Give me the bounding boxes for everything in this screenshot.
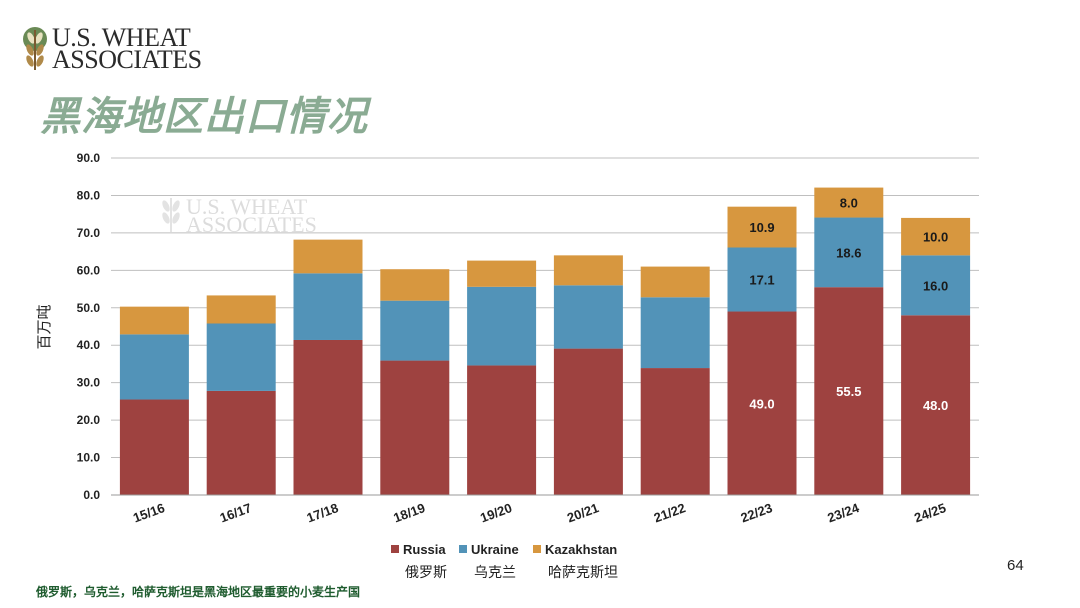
bar-segment-ukraine [553, 285, 623, 349]
data-label-ukraine: 18.6 [836, 245, 861, 260]
legend-cn-label-kazakhstan: 哈萨克斯坦 [548, 565, 618, 581]
legend-label-ukraine: Ukraine [471, 542, 519, 557]
x-tick-label: 16/17 [218, 500, 254, 525]
bar-segment-russia [380, 360, 450, 495]
y-tick-label: 20.0 [77, 413, 101, 427]
bar-segment-kazakhstan [553, 255, 623, 286]
bar-segment-russia [814, 287, 884, 495]
y-axis-ticks: 0.0 10.0 20.0 30.0 40.0 50.0 60.0 70.0 80.0 90.0 [77, 151, 101, 502]
legend-cn-label-russia: 俄罗斯 [405, 565, 447, 581]
legend-cn-label-ukraine: 乌克兰 [474, 565, 516, 581]
bar-segment-ukraine [380, 300, 450, 361]
x-axis-ticks: 15/16 16/17 17/18 18/19 19/20 20/21 21/22 22/23… [131, 500, 948, 525]
x-tick-label: 20/21 [565, 500, 601, 525]
bar-segment-russia [727, 311, 797, 495]
data-label-russia: 55.5 [836, 384, 861, 399]
x-tick-label: 17/18 [305, 500, 341, 525]
bar-segment-kazakhstan [293, 239, 363, 274]
bar-segment-ukraine [206, 323, 276, 391]
legend: Russia 俄罗斯 Ukraine 乌克兰 Kazakhstan 哈萨克斯坦 [391, 542, 618, 581]
bar-segment-kazakhstan [119, 306, 189, 335]
y-tick-label: 90.0 [77, 151, 101, 165]
bar-segment-kazakhstan [206, 295, 276, 324]
y-tick-label: 70.0 [77, 226, 101, 240]
bar-segment-russia [901, 315, 971, 495]
bar-segment-ukraine [293, 273, 363, 340]
x-tick-label: 15/16 [131, 500, 167, 525]
data-label-kazakhstan: 10.0 [923, 230, 948, 245]
y-axis-label: 百万吨 [35, 304, 53, 349]
bar-segment-kazakhstan [814, 187, 884, 218]
bar-segment-kazakhstan [727, 206, 797, 248]
bar-segment-kazakhstan [901, 217, 971, 256]
watermark-line1: U.S. WHEAT [186, 194, 308, 219]
data-label-ukraine: 17.1 [749, 273, 774, 288]
x-tick-label: 24/25 [912, 500, 948, 525]
x-tick-label: 19/20 [478, 500, 514, 525]
logo-line2: ASSOCIATES [52, 45, 202, 74]
y-tick-label: 80.0 [77, 188, 101, 202]
x-tick-label: 23/24 [825, 500, 861, 525]
bar-segment-ukraine [901, 255, 971, 316]
y-tick-label: 30.0 [77, 376, 101, 390]
legend-label-russia: Russia [403, 542, 446, 557]
bar-segment-russia [640, 368, 710, 495]
bar-segment-kazakhstan [467, 260, 537, 287]
page-number: 64 [1007, 557, 1024, 574]
footnote: 俄罗斯，乌克兰，哈萨克斯坦是黑海地区最重要的小麦生产国 [36, 585, 361, 599]
data-label-ukraine: 16.0 [923, 278, 948, 293]
data-label-russia: 49.0 [749, 396, 774, 411]
legend-swatch-ukraine [459, 545, 467, 553]
chart-watermark: U.S. WHEAT ASSOCIATES [162, 194, 317, 237]
data-label-russia: 48.0 [923, 398, 948, 413]
logo-line1: U.S. WHEAT [52, 23, 191, 52]
data-label-kazakhstan: 8.0 [840, 196, 858, 211]
bar-segment-ukraine [467, 286, 537, 366]
x-tick-label: 22/23 [739, 500, 775, 525]
y-tick-label: 10.0 [77, 451, 101, 465]
bar-segment-russia [206, 390, 276, 495]
bar-segment-kazakhstan [380, 269, 450, 301]
watermark-wheat-icon [162, 198, 180, 232]
slide-title: 黑海地区出口情况 [40, 94, 368, 140]
y-tick-label: 60.0 [77, 263, 101, 277]
bar-segment-kazakhstan [640, 266, 710, 298]
bar-segment-ukraine [119, 334, 189, 400]
data-labels: 49.0 17.1 10.9 55.5 18.6 8.0 48.0 16.0 10.0 [749, 196, 948, 414]
bar-segment-russia [119, 399, 189, 495]
bar-segment-ukraine [727, 247, 797, 312]
y-tick-label: 40.0 [77, 338, 101, 352]
bar-segment-russia [293, 339, 363, 495]
bar-segment-russia [553, 348, 623, 495]
legend-swatch-kazakhstan [533, 545, 541, 553]
bar-segment-ukraine [640, 297, 710, 369]
legend-label-kazakhstan: Kazakhstan [545, 542, 617, 557]
y-tick-label: 0.0 [83, 488, 100, 502]
x-tick-label: 18/19 [391, 500, 427, 525]
bar-segment-ukraine [814, 217, 884, 288]
x-tick-label: 21/22 [652, 500, 688, 525]
bars [119, 187, 971, 495]
y-tick-label: 50.0 [77, 301, 101, 315]
wheat-logo-icon [23, 27, 47, 70]
usw-logo: U.S. WHEAT ASSOCIATES [22, 23, 202, 74]
legend-swatch-russia [391, 545, 399, 553]
data-label-kazakhstan: 10.9 [749, 220, 774, 235]
bar-segment-russia [467, 365, 537, 495]
